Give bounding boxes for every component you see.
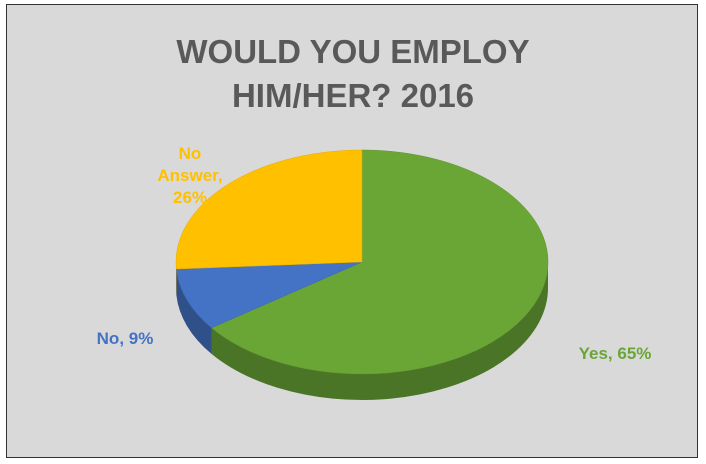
slice (175, 149, 363, 270)
slice-side (176, 269, 212, 354)
data-label: Yes, 65% (578, 344, 652, 363)
slice (211, 149, 549, 375)
data-label: No, 9% (96, 329, 154, 348)
data-label: No Answer, 26% (157, 144, 223, 207)
slice-side (211, 262, 549, 400)
chart-title: WOULD YOU EMPLOY HIM/HER? 2016 (176, 33, 530, 114)
slice (176, 261, 363, 329)
